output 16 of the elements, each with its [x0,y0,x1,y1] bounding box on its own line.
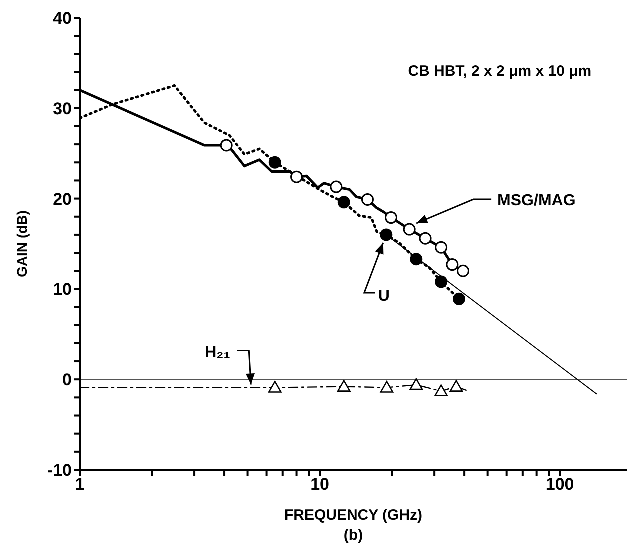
x-tick-label: 1 [75,475,85,494]
y-axis-title: GAIN (dB) [14,210,30,278]
text: U [378,288,390,305]
x-axis-title: FREQUENCY (GHz) [284,507,423,524]
y-tick-label: 20 [53,190,72,209]
x-tick-label: 10 [310,475,330,494]
annotation: CB HBT, 2 x 2 μm x 10 μm [408,63,592,80]
text: (b) [344,527,364,544]
y-tick-label: 30 [53,99,72,118]
series-label: H₂₁ [205,344,231,362]
y-tick-label: 40 [53,9,72,28]
y-tick-label: -10 [47,461,72,480]
x-tick-label: 100 [546,475,574,494]
legend-label: MSG/MAG [498,192,576,210]
y-tick-label: 10 [53,280,72,300]
y-tick-label: 0 [62,370,72,390]
